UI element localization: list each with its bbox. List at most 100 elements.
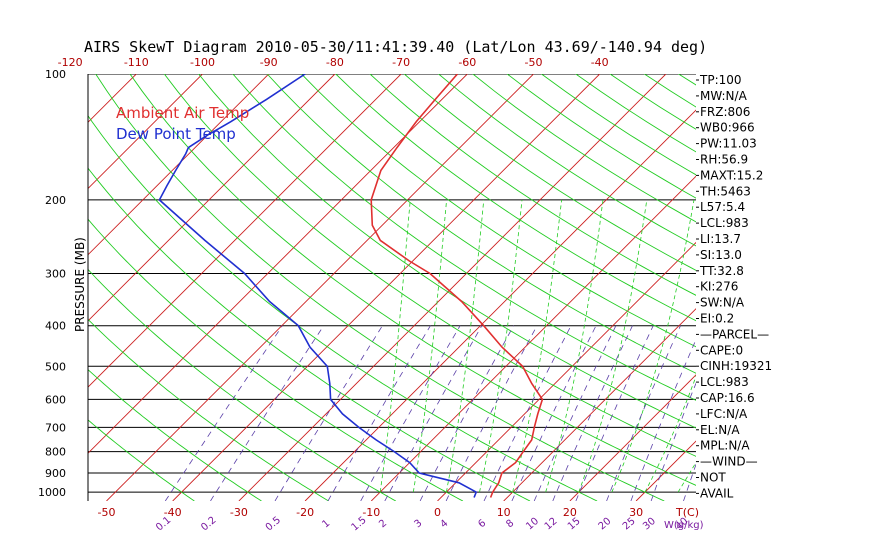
bottom-temp-tick: -10: [362, 506, 380, 519]
dry-adiabat-line: [88, 114, 598, 501]
dry-adiabat-line: [88, 218, 464, 501]
dry-adiabat-line: [88, 318, 329, 501]
stability-index: WB0:966: [700, 121, 755, 135]
pressure-tick-600: 600: [45, 393, 66, 406]
stability-index: NOT: [700, 471, 726, 485]
isotherm-line: [238, 74, 667, 501]
isotherm-line: [106, 74, 534, 501]
stability-index: TH:5463: [699, 184, 751, 198]
sounding-series: [158, 74, 544, 498]
mixing-ratio-tick: 8: [504, 518, 516, 531]
moist-adiabat-line: [412, 199, 447, 493]
top-temp-tick: -40: [591, 56, 609, 69]
top-temp-tick: -50: [525, 56, 543, 69]
pressure-axis-label: PRESSURE (MB): [73, 237, 87, 332]
stability-indices-panel: TP:100 MW:N/A FRZ:806 WB0:966 PW:11.03 RH:56.…: [696, 73, 772, 500]
stability-index: LI:13.7: [700, 232, 741, 246]
pressure-tick-1000: 1000: [38, 486, 66, 499]
dry-adiabat-line: [266, 74, 696, 374]
stability-index: EL:N/A: [700, 423, 740, 437]
stability-index: FRZ:806: [700, 105, 750, 119]
stability-index: SW:N/A: [700, 296, 745, 310]
dry-adiabat-line: [88, 369, 262, 501]
dry-adiabat-line: [232, 74, 696, 401]
bottom-temp-tick: 20: [563, 506, 577, 519]
stability-index: CAP:16.6: [700, 391, 755, 405]
dry-adiabat-line: [88, 419, 195, 501]
pressure-tick-labels: 100 200 300 400 500 600 700 800 900 1000: [38, 68, 66, 499]
legend-dew-point-temp: Dew Point Temp: [116, 125, 236, 143]
bottom-temp-tick: 30: [629, 506, 643, 519]
mixing-ratio-line: [274, 325, 383, 501]
isotherm-line: [569, 374, 696, 501]
top-temp-tick: -100: [190, 56, 215, 69]
isotherm-line: [835, 74, 870, 501]
stability-index: SI:13.0: [700, 248, 742, 262]
top-temp-tick: -90: [260, 56, 278, 69]
top-temp-tick: -80: [326, 56, 344, 69]
pressure-tick-300: 300: [45, 268, 66, 281]
mixing-ratio-line: [552, 325, 633, 501]
pressure-tick-100: 100: [45, 68, 66, 81]
bottom-temp-tick: 10: [497, 506, 511, 519]
mixing-ratio-line: [511, 325, 597, 501]
mixing-ratio-tick: 4: [438, 518, 450, 531]
stability-index: L57:5.4: [700, 200, 745, 214]
mixing-ratio-tick: 12: [543, 516, 560, 533]
isotherm-line: [769, 74, 870, 501]
bottom-temp-tick: -30: [230, 506, 248, 519]
mixing-ratio-line: [533, 325, 617, 501]
mixing-ratio-lines: [164, 325, 696, 501]
moist-adiabat-line: [677, 461, 696, 493]
ambient-air-temp-line: [370, 74, 544, 498]
stability-index: —PARCEL—: [700, 327, 769, 341]
dry-adiabat-line: [88, 167, 531, 501]
stability-index: LCL:983: [700, 375, 749, 389]
mixing-ratio-line: [419, 325, 514, 501]
temperature-unit-label: T(C): [675, 506, 699, 519]
dry-adiabat-line: [506, 74, 696, 199]
isotherm-line: [172, 74, 601, 501]
mixing-ratio-line: [630, 338, 696, 501]
pressure-tick-800: 800: [45, 446, 66, 459]
isotherm-line: [88, 74, 468, 454]
dry-adiabat-line: [335, 74, 696, 322]
moist-adiabat-line: [644, 375, 696, 493]
stability-index: TP:100: [699, 73, 742, 87]
dry-adiabat-line: [129, 74, 696, 486]
isotherm-line: [88, 74, 336, 322]
bottom-temp-tick: -20: [296, 506, 314, 519]
mixing-ratio-tick: 10: [524, 516, 541, 533]
dry-adiabat-line: [163, 74, 696, 457]
mixing-ratio-line: [360, 325, 461, 501]
stability-index: —WIND—: [700, 455, 758, 469]
pressure-tick-700: 700: [45, 421, 66, 434]
mixing-ratio-line: [384, 325, 483, 501]
stability-index: AVAIL: [700, 486, 734, 500]
moist-adiabat-line: [379, 199, 411, 493]
isotherm-line: [0, 74, 4, 501]
pressure-tick-900: 900: [45, 467, 66, 480]
mixing-ratio-line: [445, 325, 538, 501]
isotherm-line: [88, 74, 402, 388]
mixing-ratio-line: [606, 325, 681, 501]
moist-adiabat-line: [611, 199, 695, 493]
chart-title: AIRS SkewT Diagram 2010-05-30/11:41:39.4…: [84, 38, 707, 56]
legend-ambient-air-temp: Ambient Air Temp: [116, 104, 249, 122]
mixing-ratio-line: [210, 325, 325, 501]
moist-adiabat-line: [545, 199, 604, 493]
mixing-ratio-tick: 0.2: [199, 515, 218, 534]
stability-index: LCL:983: [700, 216, 749, 230]
isotherm-line: [304, 109, 696, 501]
mixing-ratio-line: [575, 325, 654, 501]
isotherm-line: [88, 74, 270, 256]
plot-area: [0, 74, 870, 501]
pressure-tick-500: 500: [45, 360, 66, 373]
stability-index: EI:0.2: [700, 312, 734, 326]
pressure-tick-200: 200: [45, 194, 66, 207]
stability-index: LFC:N/A: [700, 407, 748, 421]
stability-index: CAPE:0: [700, 343, 743, 357]
top-temp-tick: -70: [392, 56, 410, 69]
mixing-ratio-line: [164, 325, 283, 501]
